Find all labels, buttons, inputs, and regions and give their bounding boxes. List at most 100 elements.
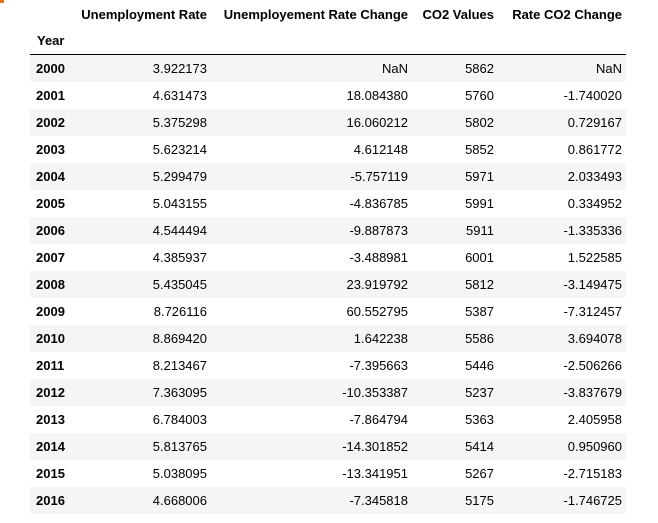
table-row: 2003 5.623214 4.612148 5852 0.861772 [30, 135, 626, 163]
table-row: 2001 4.631473 18.084380 5760 -1.740020 [30, 81, 626, 109]
column-header-unemployment-rate: Unemployment Rate [81, 6, 207, 22]
cell-unemployment-rate: 5.375298 [152, 114, 207, 130]
cell-co2-values: 5852 [465, 141, 494, 157]
table-row: 2013 6.784003 -7.864794 5363 2.405958 [30, 405, 626, 433]
table-row: 2010 8.869420 1.642238 5586 3.694078 [30, 324, 626, 352]
dataframe-table: Unemployment Rate Unemployement Rate Cha… [30, 0, 626, 514]
index-name-year: Year [30, 27, 72, 55]
row-index-year: 2003 [36, 141, 65, 157]
cell-unemployment-rate: 7.363095 [152, 384, 207, 400]
cell-rate-co2-change: 0.861772 [567, 141, 622, 157]
row-index-year: 2001 [36, 87, 65, 103]
table-header: Unemployment Rate Unemployement Rate Cha… [30, 0, 626, 55]
cell-rate-co2-change: -1.335336 [563, 222, 622, 238]
cell-unemployment-rate: 4.631473 [152, 87, 207, 103]
table-row: 2005 5.043155 -4.836785 5991 0.334952 [30, 189, 626, 217]
table-row: 2008 5.435045 23.919792 5812 -3.149475 [30, 270, 626, 298]
cell-unemployment-rate: 3.922173 [152, 60, 207, 76]
column-header-co2-values: CO2 Values [422, 6, 494, 22]
cell-unemployment-rate-change: 18.084380 [346, 87, 408, 103]
table-row: 2002 5.375298 16.060212 5802 0.729167 [30, 108, 626, 136]
column-header-blank [30, 0, 72, 27]
cell-rate-co2-change: -1.746725 [563, 492, 622, 508]
cell-co2-values: 5267 [465, 465, 494, 481]
cell-unemployment-rate-change: 16.060212 [346, 114, 408, 130]
cell-unemployment-rate: 4.385937 [152, 249, 207, 265]
row-index-year: 2012 [36, 384, 65, 400]
cell-co2-values: 5175 [465, 492, 494, 508]
cell-unemployment-rate: 5.623214 [152, 141, 207, 157]
cell-unemployment-rate: 8.869420 [152, 330, 207, 346]
cell-co2-values: 5802 [465, 114, 494, 130]
cell-unemployment-rate-change: -9.887873 [349, 222, 408, 238]
table-row: 2000 3.922173 NaN 5862 NaN [30, 54, 626, 82]
cell-unemployment-rate-change: -5.757119 [350, 168, 408, 184]
row-index-year: 2000 [36, 60, 65, 76]
cell-co2-values: 5586 [465, 330, 494, 346]
cell-unemployment-rate-change: 60.552795 [346, 303, 408, 319]
cell-co2-values: 6001 [465, 249, 494, 265]
cell-co2-values: 5446 [465, 357, 494, 373]
row-index-year: 2002 [36, 114, 65, 130]
cell-unemployment-rate: 6.784003 [152, 411, 207, 427]
output-prompt-marker [0, 0, 4, 3]
cell-co2-values: 5991 [465, 195, 494, 211]
cell-co2-values: 5387 [465, 303, 494, 319]
cell-rate-co2-change: -3.837679 [563, 384, 622, 400]
row-index-year: 2016 [36, 492, 65, 508]
cell-unemployment-rate-change: -3.488981 [349, 249, 408, 265]
cell-rate-co2-change: NaN [595, 60, 622, 76]
cell-rate-co2-change: -2.715183 [563, 465, 622, 481]
cell-rate-co2-change: 2.033493 [567, 168, 622, 184]
cell-unemployment-rate-change: -4.836785 [349, 195, 408, 211]
cell-unemployment-rate: 5.435045 [152, 276, 207, 292]
cell-co2-values: 5971 [465, 168, 494, 184]
cell-co2-values: 5414 [465, 438, 494, 454]
cell-unemployment-rate: 4.668006 [152, 492, 207, 508]
table-row: 2012 7.363095 -10.353387 5237 -3.837679 [30, 378, 626, 406]
table-row: 2004 5.299479 -5.757119 5971 2.033493 [30, 162, 626, 190]
cell-rate-co2-change: 2.405958 [567, 411, 622, 427]
cell-unemployment-rate: 8.726116 [153, 303, 207, 319]
table-row: 2007 4.385937 -3.488981 6001 1.522585 [30, 243, 626, 271]
cell-rate-co2-change: 3.694078 [567, 330, 622, 346]
cell-unemployment-rate-change: -7.345818 [349, 492, 408, 508]
cell-rate-co2-change: 1.522585 [567, 249, 622, 265]
table-row: 2015 5.038095 -13.341951 5267 -2.715183 [30, 459, 626, 487]
cell-unemployment-rate-change: 4.612148 [353, 141, 408, 157]
cell-unemployment-rate-change: -7.395663 [349, 357, 408, 373]
row-index-year: 2006 [36, 222, 65, 238]
cell-unemployment-rate-change: 1.642238 [353, 330, 408, 346]
cell-rate-co2-change: 0.950960 [567, 438, 622, 454]
cell-unemployment-rate-change: 23.919792 [346, 276, 408, 292]
cell-unemployment-rate: 5.299479 [152, 168, 207, 184]
row-index-year: 2004 [36, 168, 65, 184]
cell-unemployment-rate: 5.038095 [152, 465, 207, 481]
column-header-row: Unemployment Rate Unemployement Rate Cha… [30, 0, 626, 27]
table-row: 2011 8.213467 -7.395663 5446 -2.506266 [30, 351, 626, 379]
cell-rate-co2-change: -7.312457 [563, 303, 622, 319]
cell-co2-values: 5363 [465, 411, 494, 427]
index-header-row: Year [30, 27, 626, 55]
cell-unemployment-rate: 8.213467 [152, 357, 207, 373]
cell-unemployment-rate-change: -7.864794 [349, 411, 408, 427]
cell-unemployment-rate-change: -14.301852 [342, 438, 408, 454]
cell-co2-values: 5911 [466, 222, 494, 238]
cell-co2-values: 5812 [465, 276, 494, 292]
row-index-year: 2007 [36, 249, 65, 265]
table-row: 2006 4.544494 -9.887873 5911 -1.335336 [30, 216, 626, 244]
table-row: 2016 4.668006 -7.345818 5175 -1.746725 [30, 486, 626, 514]
row-index-year: 2009 [36, 303, 65, 319]
row-index-year: 2005 [36, 195, 65, 211]
row-index-year: 2008 [36, 276, 65, 292]
cell-co2-values: 5862 [465, 60, 494, 76]
cell-unemployment-rate-change: -10.353387 [342, 384, 408, 400]
cell-unemployment-rate-change: NaN [381, 60, 408, 76]
row-index-year: 2011 [36, 357, 65, 373]
row-index-year: 2014 [36, 438, 65, 454]
column-header-rate-co2-change: Rate CO2 Change [512, 6, 622, 22]
table-row: 2014 5.813765 -14.301852 5414 0.950960 [30, 432, 626, 460]
column-header-unemployment-rate-change: Unemployement Rate Change [223, 6, 408, 22]
table-body: 2000 3.922173 NaN 5862 NaN 2001 4.631473 18.084… [30, 54, 626, 514]
cell-co2-values: 5760 [465, 87, 494, 103]
